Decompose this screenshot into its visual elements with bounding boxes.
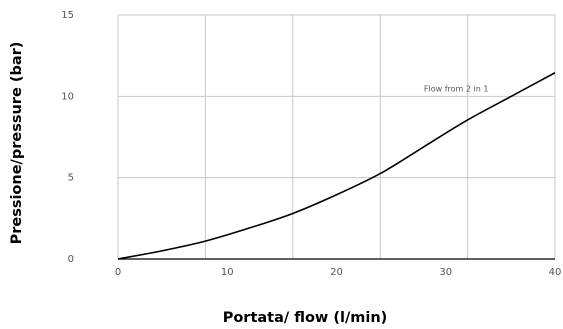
curve-annotation: Flow from 2 in 1 [424, 84, 489, 93]
x-tick-label: 20 [330, 267, 343, 278]
grid [118, 14, 556, 259]
y-tick-label: 0 [68, 254, 74, 265]
x-axis-title: Portata/ flow (l/min) [223, 310, 388, 326]
x-tick-label: 40 [549, 267, 562, 278]
y-axis-title: Pressione/pressure (bar) [9, 42, 25, 245]
axes [117, 15, 555, 260]
y-tick-label: 15 [61, 10, 74, 21]
x-tick-label: 30 [439, 267, 452, 278]
x-tick-label: 0 [115, 267, 121, 278]
tick-labels: 0 10 20 30 40 0 5 10 15 [61, 10, 561, 278]
pressure-flow-line [117, 72, 556, 260]
y-tick-label: 5 [68, 173, 74, 184]
series [117, 72, 556, 260]
y-tick-label: 10 [61, 91, 74, 102]
x-tick-label: 10 [221, 267, 234, 278]
